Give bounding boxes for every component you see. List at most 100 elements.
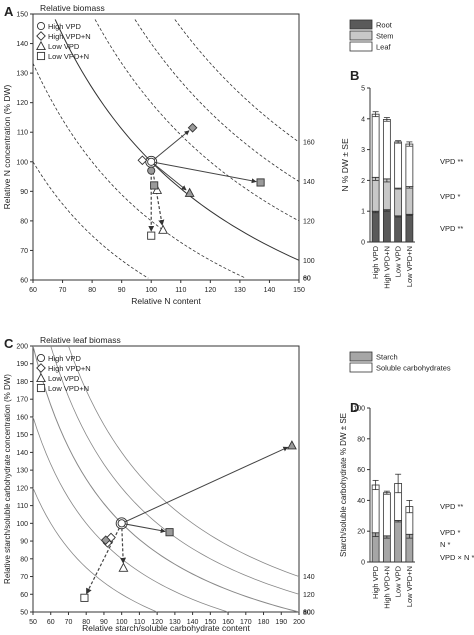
x-tick-label: 170 [240, 619, 252, 626]
y-tick-label: 60 [20, 278, 28, 285]
x-tick-label: 70 [65, 619, 73, 626]
bar-segment [371, 113, 380, 178]
x-tick-label: 120 [204, 287, 216, 294]
circle-point [147, 166, 156, 175]
categories-b: High VPD High VPD+N Low VPD Low VPD+N [371, 245, 414, 288]
isoline [32, 161, 149, 279]
diamond-point [100, 535, 111, 546]
x-tick-label: 60 [47, 619, 55, 626]
isoline-label: 60 [303, 610, 311, 617]
isoline [54, 19, 300, 261]
x-tick-label: 50 [29, 619, 37, 626]
legend-d: Starch Soluble carbohydrates [349, 351, 451, 373]
isoline-label: 100 [303, 610, 315, 617]
triangle-point [286, 440, 297, 450]
isoline [32, 487, 158, 613]
legend-label: High VPD+N [48, 364, 91, 373]
x-tick-label: 150 [204, 619, 216, 626]
isoline-label: 120 [303, 592, 315, 599]
legend-label: Low VPD [48, 42, 80, 51]
x-tick-label: 110 [175, 287, 186, 294]
points-a [137, 122, 265, 240]
isoline-label: 140 [303, 179, 315, 186]
y-tick-label: 110 [17, 503, 28, 510]
x-tick-label: 130 [234, 287, 246, 294]
y-tick-label: 130 [16, 468, 28, 475]
panel-d: Starch Soluble carbohydrates 0 20 40 60 80 100… [339, 351, 474, 609]
y-tick-label: 40 [357, 498, 365, 505]
treatment-arrow [121, 446, 289, 524]
x-tick-label: 90 [118, 287, 126, 294]
circle-point [117, 519, 126, 528]
significance-label: VPD ** [440, 502, 463, 511]
category-label: High VPD+N [382, 566, 391, 609]
significance-label: VPD * [440, 192, 461, 201]
y-tick-label: 140 [16, 41, 28, 48]
panel-label-c: C [4, 336, 14, 351]
diamond-legend-marker [36, 31, 46, 41]
isoline-label: 140 [303, 574, 315, 581]
bar-segment [405, 186, 414, 215]
bar-segment [371, 210, 380, 243]
y-tick-label: 90 [20, 189, 28, 196]
bar-segment [394, 141, 403, 189]
y-tick-label: 100 [16, 159, 28, 166]
x-tick-label: 160 [222, 619, 234, 626]
isoline [32, 63, 246, 279]
y-tick-label: 200 [16, 344, 28, 351]
bar-segment [394, 215, 403, 243]
y-tick-label: 170 [16, 397, 28, 404]
square-legend-marker [36, 51, 46, 61]
diamond-legend-marker [36, 363, 46, 373]
significance-label: VPD ** [440, 157, 463, 166]
y-tick-label: 60 [20, 592, 28, 599]
legend-label: High VPD+N [48, 32, 91, 41]
bar-segment [394, 520, 403, 563]
bar-segment [405, 143, 414, 187]
category-label: Low VPD [394, 565, 403, 597]
x-tick-label: 80 [88, 287, 96, 294]
triangle-legend-marker [36, 40, 46, 51]
treatment-arrow [150, 130, 190, 163]
treatment-arrow [120, 523, 127, 564]
category-label: Low VPD [394, 245, 403, 277]
panel-label-b: B [350, 68, 359, 83]
category-label: High VPD [371, 565, 380, 599]
x-tick-label: 80 [82, 619, 90, 626]
isoline-label: 80 [303, 610, 311, 617]
categories-d: High VPD High VPD+N Low VPD Low VPD+N [371, 565, 414, 608]
y-tick-label: 130 [16, 71, 28, 78]
y-tick-label: 4 [361, 116, 365, 123]
x-tick-label: 150 [293, 287, 305, 294]
legend-label: Low VPD [48, 374, 80, 383]
y-tick-label: 180 [16, 379, 28, 386]
legend-label: Leaf [376, 43, 392, 52]
treatment-arrow [121, 522, 166, 534]
category-label: Low VPD+N [405, 246, 414, 287]
triangle-legend-marker [36, 372, 46, 383]
legend-label: Root [376, 21, 393, 30]
y-tick-label: 5 [361, 86, 365, 93]
significance-label: N * [440, 540, 451, 549]
y-tick-label: 60 [357, 467, 365, 474]
origin-ring [115, 517, 128, 530]
bar-segment [371, 484, 380, 534]
x-tick-label: 180 [258, 619, 270, 626]
legend-swatch [349, 362, 373, 373]
x-tick-label: 190 [275, 619, 287, 626]
panel-label-d: D [350, 400, 359, 415]
square-point [147, 231, 156, 240]
legend-label: Low VPD+N [48, 384, 89, 393]
bar-segment [382, 119, 391, 180]
diamond-point [187, 122, 198, 133]
bar-segment [371, 532, 380, 563]
isoline-label: 160 [303, 140, 315, 147]
significance-label: VPD × N * [440, 553, 474, 562]
isoline-label: 120 [303, 218, 315, 225]
y-tick-label: 20 [357, 529, 365, 536]
category-label: Low VPD+N [405, 566, 414, 607]
circle-point [147, 157, 156, 166]
